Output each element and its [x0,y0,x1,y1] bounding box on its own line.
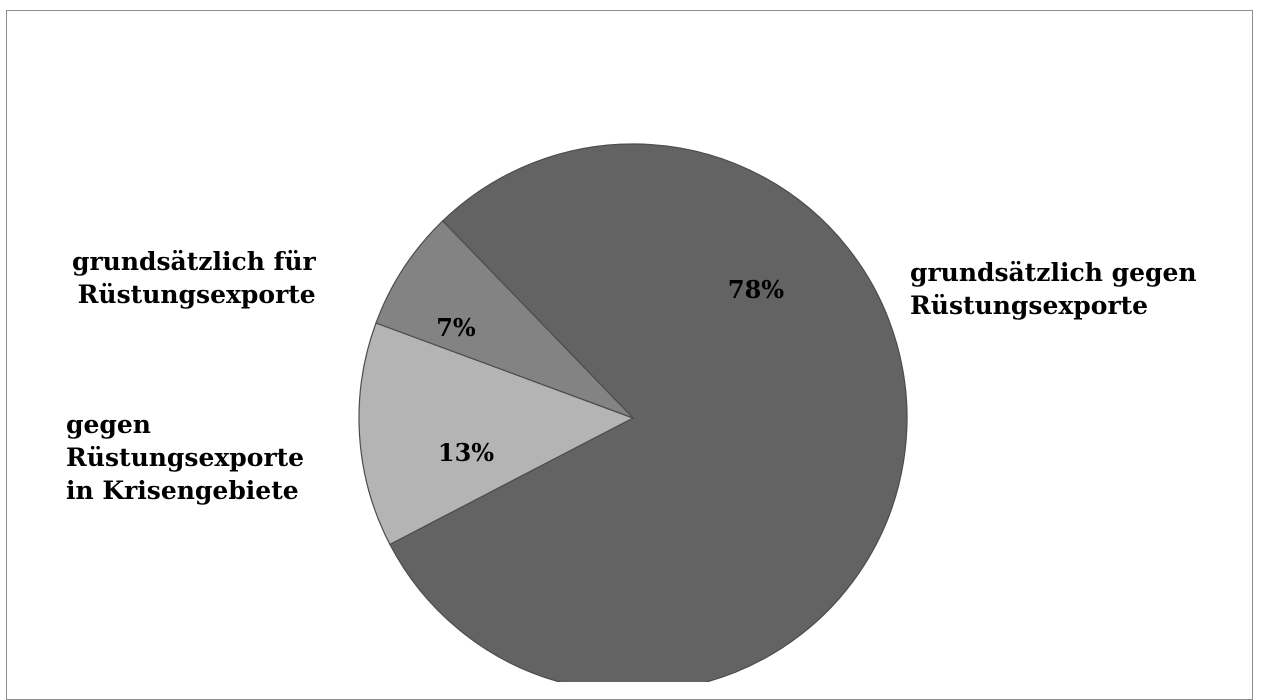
percent-label: 78% [728,275,784,304]
percent-label: 13% [438,438,494,467]
slice-grundsaetzlich-gegen [389,143,908,682]
slice-krisengebiete [358,322,635,546]
slice-label-grundsaetzlich-fuer: grundsätzlich für Rüstungsexporte [72,247,316,309]
slice-label-krisengebiete: gegen Rüstungsexporte in Krisengebiete [66,410,305,505]
slice-label-grundsaetzlich-gegen: grundsätzlich gegen Rüstungsexporte [910,258,1197,320]
pie-chart: 78% 13% 7% [358,143,908,682]
percent-label: 7% [436,313,476,342]
slice-grundsaetzlich-fuer [375,220,634,419]
